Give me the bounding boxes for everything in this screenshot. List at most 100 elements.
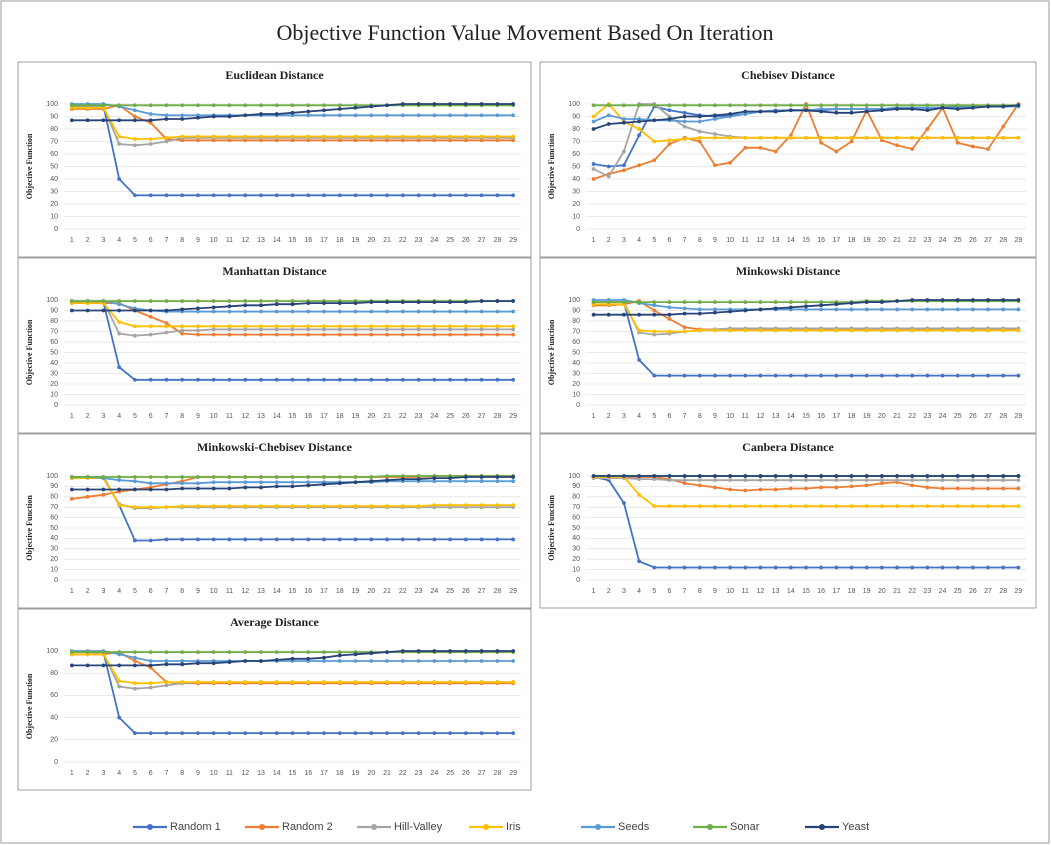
x-tick-label: 25 xyxy=(954,237,962,244)
data-point xyxy=(227,486,232,491)
data-point xyxy=(353,659,358,663)
data-point xyxy=(227,537,232,542)
data-point xyxy=(682,311,687,316)
data-point xyxy=(306,650,311,655)
data-point xyxy=(743,474,748,478)
y-tick-label: 60 xyxy=(50,692,58,699)
data-point xyxy=(682,114,687,119)
x-tick-label: 2 xyxy=(86,588,90,595)
data-point xyxy=(479,680,484,684)
data-point xyxy=(243,103,248,108)
data-point xyxy=(448,309,452,314)
data-point xyxy=(259,327,263,332)
data-point xyxy=(353,377,358,382)
data-point xyxy=(819,303,824,308)
y-tick-label: 10 xyxy=(572,566,580,573)
y-tick-label: 80 xyxy=(50,494,58,501)
data-point xyxy=(369,504,374,509)
data-point xyxy=(400,649,405,653)
data-point xyxy=(834,373,839,378)
x-tick-label: 21 xyxy=(893,588,901,595)
data-point xyxy=(448,113,452,118)
y-tick-label: 80 xyxy=(572,318,580,325)
data-point xyxy=(495,475,500,479)
x-tick-label: 6 xyxy=(149,770,153,777)
data-point xyxy=(788,474,793,478)
data-point xyxy=(117,320,122,324)
data-point xyxy=(743,135,748,140)
data-point xyxy=(337,377,342,382)
data-point xyxy=(322,537,326,542)
data-point xyxy=(180,299,185,303)
data-point xyxy=(180,659,185,663)
data-point xyxy=(1001,135,1006,140)
legend-label: Random 2 xyxy=(282,821,333,833)
x-tick-label: 22 xyxy=(908,237,916,244)
data-point xyxy=(180,481,185,486)
data-point xyxy=(432,324,437,329)
data-point xyxy=(758,328,763,333)
x-tick-label: 2 xyxy=(607,237,611,244)
data-point xyxy=(274,302,279,307)
x-tick-label: 5 xyxy=(652,588,656,595)
x-tick-label: 7 xyxy=(683,413,687,420)
y-tick-label: 90 xyxy=(50,307,58,314)
data-point xyxy=(448,377,452,382)
data-point xyxy=(849,135,854,140)
data-point xyxy=(463,300,468,304)
x-tick-label: 14 xyxy=(273,588,281,595)
data-point xyxy=(511,479,516,484)
data-point xyxy=(910,474,915,478)
data-point xyxy=(667,478,672,483)
data-point xyxy=(290,110,295,115)
data-point xyxy=(728,309,733,314)
y-tick-label: 100 xyxy=(568,101,580,108)
data-point xyxy=(180,731,185,736)
data-point xyxy=(322,377,326,382)
x-tick-label: 7 xyxy=(683,588,687,595)
data-point xyxy=(682,103,687,108)
data-point xyxy=(758,145,763,150)
data-point xyxy=(148,659,153,663)
data-point xyxy=(743,109,748,114)
data-point xyxy=(148,118,153,123)
data-point xyxy=(117,308,122,313)
data-point xyxy=(322,731,326,736)
data-point xyxy=(353,475,358,479)
data-point xyxy=(1001,565,1006,570)
data-point xyxy=(148,487,153,492)
data-point xyxy=(495,659,500,663)
data-point xyxy=(864,373,869,378)
data-point xyxy=(274,103,279,108)
x-tick-label: 2 xyxy=(86,770,90,777)
y-tick-label: 40 xyxy=(50,714,58,721)
data-point xyxy=(337,680,342,684)
data-point xyxy=(290,680,295,684)
data-point xyxy=(117,650,122,655)
data-point xyxy=(196,115,200,120)
data-point xyxy=(834,107,839,111)
panel-title: Minkowski Distance xyxy=(736,264,841,278)
data-point xyxy=(773,565,778,570)
data-point xyxy=(834,328,839,333)
x-tick-label: 22 xyxy=(908,588,916,595)
data-point xyxy=(804,328,808,333)
x-tick-label: 16 xyxy=(817,237,825,244)
data-point xyxy=(713,132,717,136)
data-point xyxy=(667,329,672,334)
data-point xyxy=(148,681,153,686)
data-point xyxy=(910,135,915,140)
data-point xyxy=(227,324,232,329)
data-point xyxy=(400,537,405,542)
data-point xyxy=(164,117,169,121)
x-tick-label: 10 xyxy=(210,237,218,244)
y-tick-label: 40 xyxy=(572,360,580,367)
data-point xyxy=(290,299,295,303)
data-point xyxy=(133,333,137,338)
data-point xyxy=(369,309,374,314)
data-point xyxy=(728,135,733,140)
y-tick-label: 30 xyxy=(50,188,58,195)
y-tick-label: 30 xyxy=(50,546,58,553)
data-point xyxy=(511,475,516,479)
data-point xyxy=(667,117,672,121)
